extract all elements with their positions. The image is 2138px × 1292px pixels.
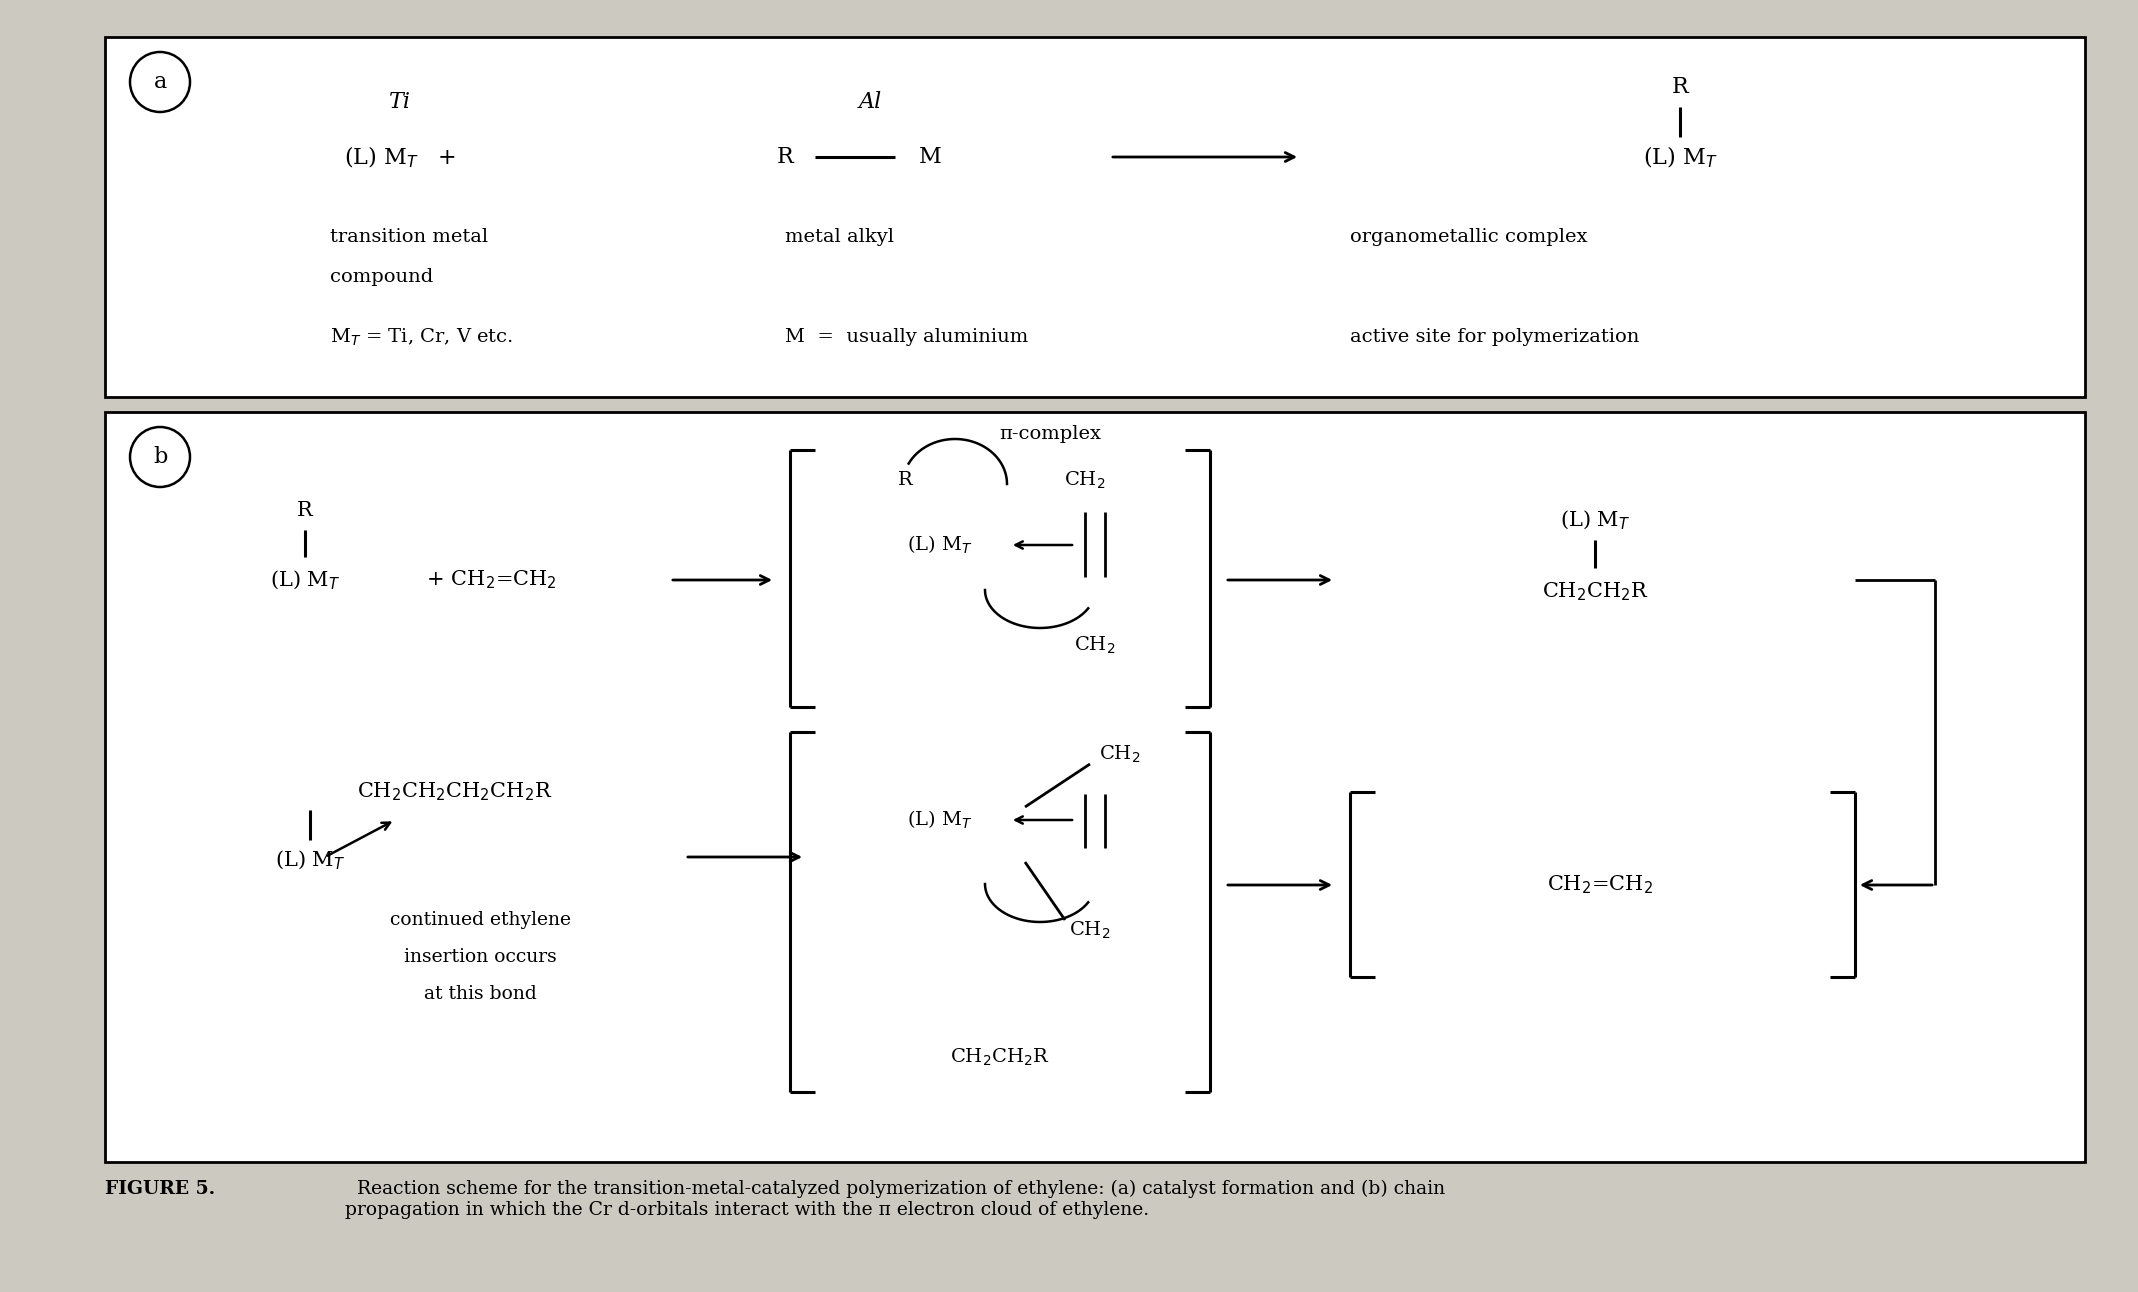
Text: Ti: Ti [389,90,410,112]
Text: R: R [297,500,312,519]
FancyBboxPatch shape [105,412,2085,1162]
Text: (L) M$_T$: (L) M$_T$ [907,809,973,831]
FancyBboxPatch shape [105,37,2085,397]
Text: M  =  usually aluminium: M = usually aluminium [785,328,1028,346]
Text: + CH$_2$=CH$_2$: + CH$_2$=CH$_2$ [419,568,556,592]
Text: (L) M$_T$: (L) M$_T$ [1561,508,1629,531]
Text: FIGURE 5.: FIGURE 5. [105,1180,216,1198]
Text: (L) M$_T$: (L) M$_T$ [276,849,344,872]
Text: R: R [898,472,913,488]
Text: CH$_2$CH$_2$CH$_2$CH$_2$R: CH$_2$CH$_2$CH$_2$CH$_2$R [357,780,554,804]
Text: compound: compound [329,267,434,286]
Text: transition metal: transition metal [329,227,487,245]
Text: M$_T$ = Ti, Cr, V etc.: M$_T$ = Ti, Cr, V etc. [329,327,513,348]
Text: CH$_2$: CH$_2$ [1065,469,1105,491]
Text: Reaction scheme for the transition-metal-catalyzed polymerization of ethylene: (: Reaction scheme for the transition-metal… [344,1180,1445,1220]
Text: (L) M$_T$: (L) M$_T$ [269,568,340,592]
Text: CH$_2$: CH$_2$ [1099,743,1142,765]
Text: insertion occurs: insertion occurs [404,948,556,966]
Text: continued ethylene: continued ethylene [389,911,571,929]
Text: organometallic complex: organometallic complex [1349,227,1589,245]
Text: active site for polymerization: active site for polymerization [1349,328,1640,346]
Text: metal alkyl: metal alkyl [785,227,894,245]
Text: at this bond: at this bond [423,985,537,1003]
Text: CH$_2$CH$_2$R: CH$_2$CH$_2$R [949,1047,1050,1067]
Text: CH$_2$CH$_2$R: CH$_2$CH$_2$R [1541,580,1648,603]
Text: (L) M$_T$: (L) M$_T$ [907,534,973,556]
Text: (L) M$_T$   +: (L) M$_T$ + [344,145,455,169]
Text: R: R [1672,76,1689,98]
Text: CH$_2$: CH$_2$ [1073,634,1116,655]
Text: (L) M$_T$: (L) M$_T$ [1642,145,1717,169]
Text: b: b [152,446,167,468]
Text: a: a [154,71,167,93]
Text: M: M [919,146,941,168]
Text: CH$_2$=CH$_2$: CH$_2$=CH$_2$ [1548,873,1653,897]
Text: π-complex: π-complex [998,425,1101,443]
Text: R: R [776,146,793,168]
Text: Al: Al [857,90,881,112]
Text: CH$_2$: CH$_2$ [1069,920,1110,941]
